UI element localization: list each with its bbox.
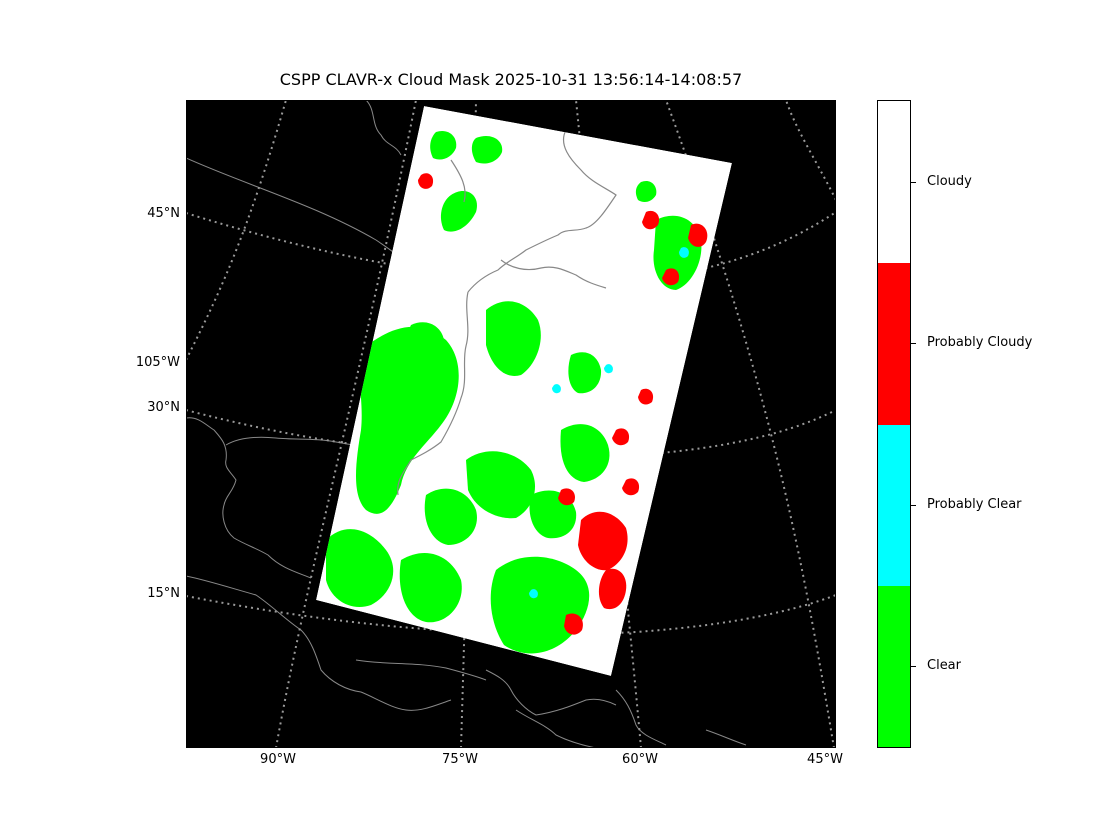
colorbar-segment-clear bbox=[878, 586, 910, 747]
colorbar-tick bbox=[910, 182, 916, 183]
colorbar-segment-probably-clear bbox=[878, 425, 910, 586]
legend-label-cloudy: Cloudy bbox=[927, 174, 972, 189]
lon-label-60w: 60°W bbox=[622, 752, 658, 767]
lon-label-105w-left: 105°W bbox=[135, 355, 180, 370]
lat-label-45n: 45°N bbox=[147, 206, 180, 221]
cloud-mask-swath bbox=[316, 106, 732, 676]
lat-label-15n: 15°N bbox=[147, 586, 180, 601]
lon-label-45w: 45°W bbox=[807, 752, 843, 767]
colorbar-tick bbox=[910, 505, 916, 506]
colorbar-tick bbox=[910, 666, 916, 667]
colorbar bbox=[877, 100, 911, 748]
chart-title: CSPP CLAVR-x Cloud Mask 2025-10-31 13:56… bbox=[279, 70, 743, 89]
map-area bbox=[186, 100, 836, 748]
lon-label-90w: 90°W bbox=[260, 752, 296, 767]
legend-label-probably-cloudy: Probably Cloudy bbox=[927, 335, 1033, 350]
map-svg bbox=[186, 100, 836, 748]
colorbar-segment-probably-cloudy bbox=[878, 263, 910, 425]
colorbar-tick bbox=[910, 343, 916, 344]
colorbar-segment-cloudy bbox=[878, 101, 910, 263]
legend-label-clear: Clear bbox=[927, 658, 961, 673]
legend-label-probably-clear: Probably Clear bbox=[927, 497, 1022, 512]
lon-label-75w: 75°W bbox=[442, 752, 478, 767]
lat-label-30n: 30°N bbox=[147, 400, 180, 415]
